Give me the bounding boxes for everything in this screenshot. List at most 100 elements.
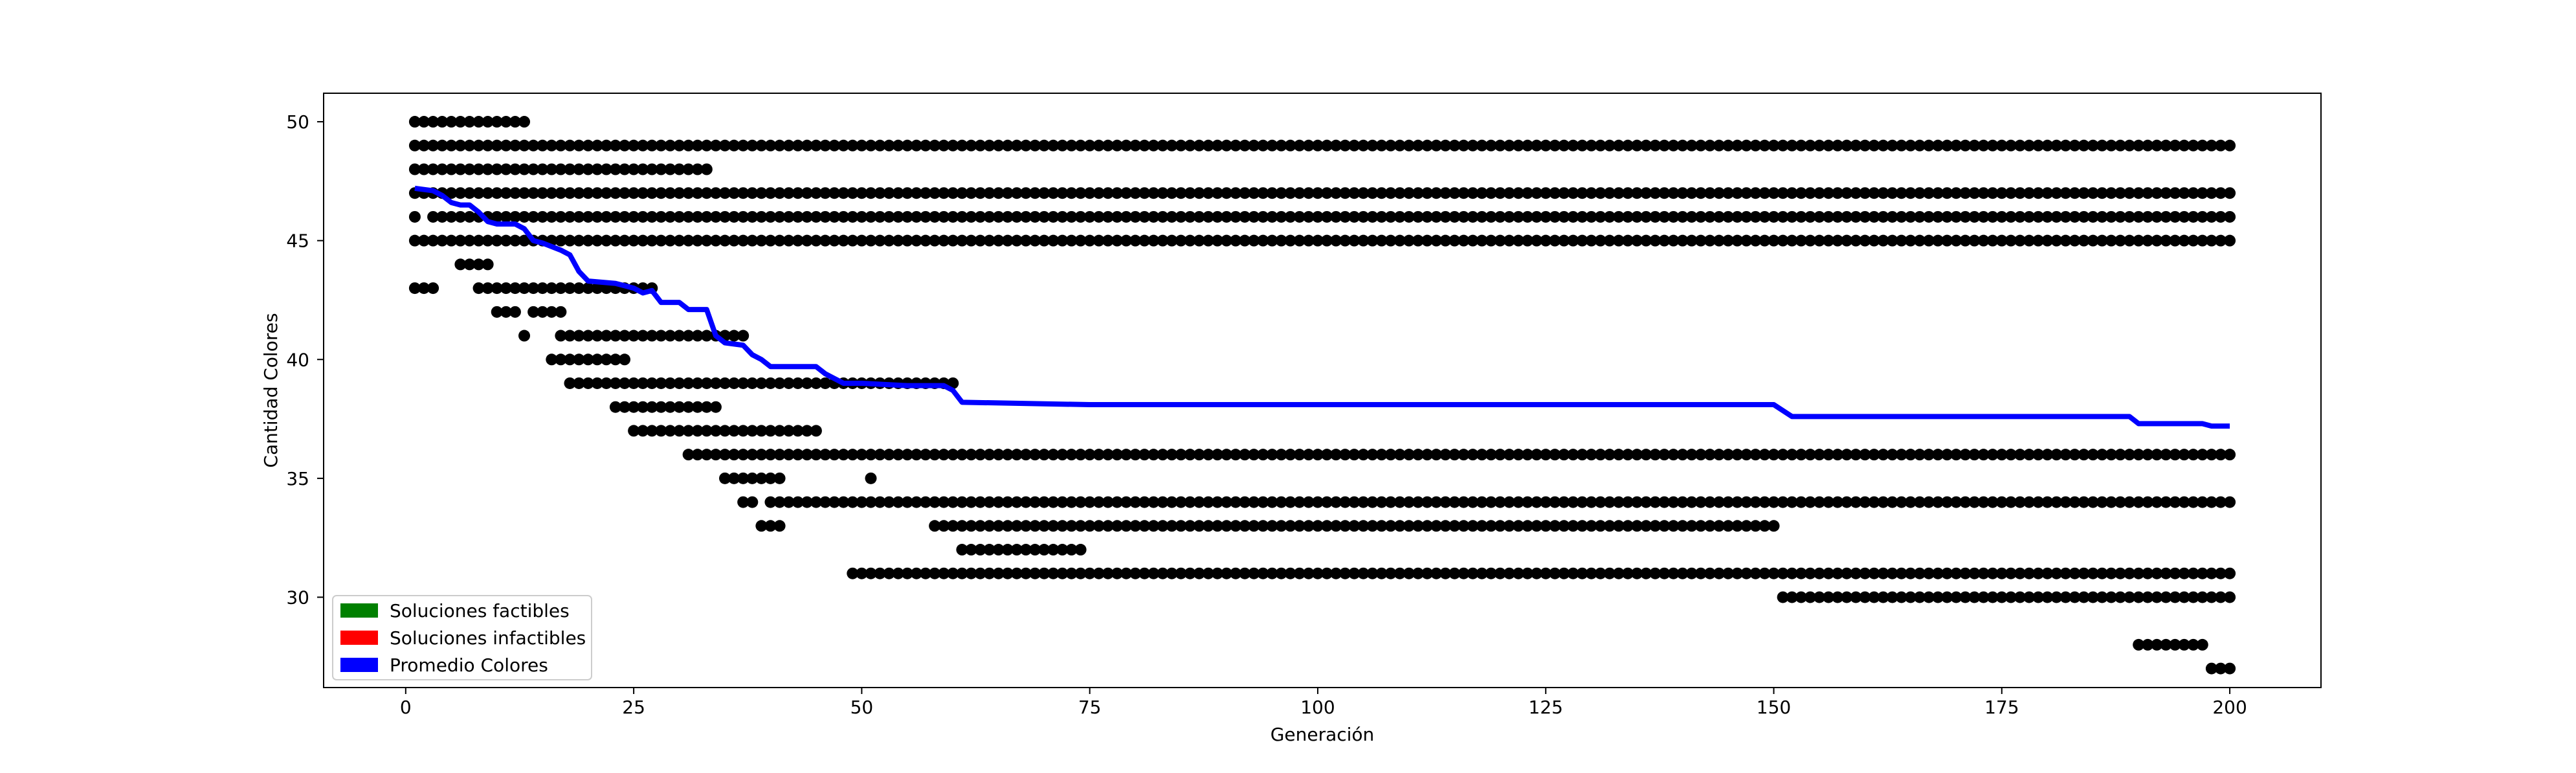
scatter-point [582,353,594,366]
scatter-point [1148,449,1160,461]
scatter-point [1148,496,1160,508]
scatter-point [1832,567,1844,579]
scatter-point [1603,139,1616,151]
scatter-point [1786,496,1798,508]
x-tick-label: 25 [622,697,645,718]
scatter-point [673,330,685,342]
scatter-point [1339,187,1351,199]
scatter-point [929,187,941,199]
scatter-point [2215,591,2226,603]
scatter-point [1120,567,1133,579]
scatter-point [1065,449,1078,461]
scatter-point [445,116,458,128]
scatter-point [436,210,449,223]
scatter-point [1658,520,1671,532]
scatter-point [1330,520,1342,532]
scatter-point [1449,187,1461,199]
scatter-point [1950,567,1962,579]
scatter-point [1576,496,1588,508]
scatter-point [1823,496,1835,508]
scatter-point [2178,567,2190,579]
scatter-point [637,139,649,151]
scatter-point [591,210,603,223]
scatter-point [792,377,804,389]
scatter-point [491,210,503,223]
scatter-point [1393,187,1406,199]
scatter-point [2133,567,2145,579]
scatter-point [609,330,621,342]
scatter-point [2215,662,2226,675]
scatter-point [1412,449,1424,461]
scatter-point [1786,567,1798,579]
scatter-point [491,139,503,151]
scatter-point [1449,210,1461,223]
scatter-point [2087,234,2099,247]
scatter-point [1239,187,1251,199]
scatter-point [1759,520,1771,532]
scatter-point [2224,449,2236,461]
scatter-point [2078,496,2090,508]
scatter-point [764,496,777,508]
scatter-point [1658,210,1671,223]
scatter-point [709,234,722,247]
scatter-point [646,377,658,389]
scatter-point [2041,234,2054,247]
scatter-point [1330,567,1342,579]
scatter-point [2196,234,2208,247]
scatter-point [1522,520,1534,532]
scatter-point [938,496,950,508]
scatter-point [1731,449,1744,461]
scatter-point [1266,187,1278,199]
scatter-point [2160,210,2172,223]
scatter-point [1904,187,1916,199]
scatter-point [564,234,576,247]
scatter-point [1393,567,1406,579]
scatter-point [1850,139,1862,151]
scatter-point [810,210,822,223]
scatter-point [537,187,549,199]
scatter-point [1986,210,1999,223]
scatter-point [1676,210,1689,223]
scatter-point [2215,139,2226,151]
scatter-point [1266,496,1278,508]
scatter-point [1430,567,1443,579]
legend-box [332,595,592,680]
scatter-point [1576,187,1588,199]
scatter-point [700,234,713,247]
scatter-point [1148,210,1160,223]
scatter-point [1375,234,1388,247]
scatter-point [929,520,941,532]
scatter-point [1357,234,1370,247]
scatter-point [1850,187,1862,199]
scatter-point [792,210,804,223]
scatter-point [2032,210,2045,223]
scatter-point [1476,520,1488,532]
scatter-point [555,353,567,366]
scatter-point [1694,187,1707,199]
scatter-point [436,139,449,151]
scatter-point [1768,210,1780,223]
scatter-point [609,353,621,366]
scatter-point [1221,520,1233,532]
scatter-point [983,544,995,556]
scatter-point [1275,520,1287,532]
scatter-point [1412,187,1424,199]
scatter-point [783,139,795,151]
scatter-point [454,187,467,199]
scatter-point [1494,139,1506,151]
scatter-point [1622,187,1634,199]
scatter-point [792,234,804,247]
scatter-point [1503,210,1515,223]
scatter-point [1230,234,1242,247]
scatter-point [527,306,540,318]
scatter-point [2178,591,2190,603]
scatter-point [1631,520,1643,532]
x-axis-label: Generación [1271,724,1375,745]
x-tick-label: 125 [1529,697,1563,718]
scatter-point [555,139,567,151]
scatter-point [1540,210,1552,223]
legend-swatch [340,631,378,645]
legend-swatch [340,658,378,672]
scatter-point [482,258,494,271]
scatter-point [1841,449,1853,461]
